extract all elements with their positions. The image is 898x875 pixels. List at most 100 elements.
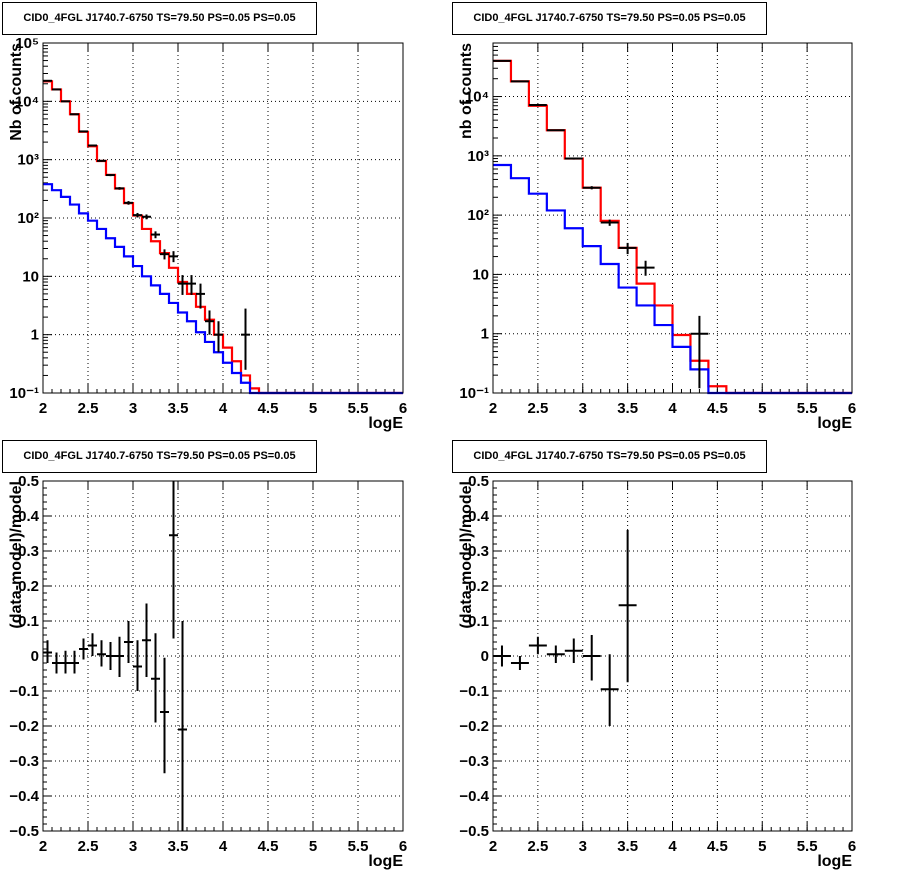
- data-point: [600, 654, 619, 726]
- plot-frame: [492, 480, 853, 832]
- x-tick-label: 3: [579, 838, 587, 855]
- data-point: [160, 657, 169, 774]
- data-point: [142, 603, 151, 677]
- y-tick-label: 10⁻¹: [459, 385, 489, 402]
- x-tick-label: 6: [848, 400, 856, 417]
- data-point: [690, 315, 709, 389]
- data-point: [205, 310, 214, 335]
- data-point: [178, 275, 187, 295]
- y-axis-label: (data-model)/model: [458, 481, 475, 629]
- data-point: [133, 212, 142, 218]
- y-tick-label: 0.2: [18, 578, 39, 595]
- data-point: [636, 260, 655, 276]
- y-axis-label: (data-model)/model: [8, 481, 25, 629]
- data-point: [79, 638, 88, 660]
- x-tick-label: 4.5: [258, 400, 279, 417]
- x-axis-label: logE: [368, 415, 403, 432]
- y-tick-label: −0.2: [9, 718, 39, 735]
- data-point: [70, 650, 79, 674]
- x-tick-label: 2: [39, 838, 47, 855]
- y-axis-label: nb of counts: [458, 43, 475, 139]
- data-point: [178, 621, 187, 831]
- plot-top-right: 2 2.5 3 3.5 4 4.5 5 5.5 6 10⁻¹ 1 10 10² 10³ 10⁴ logE nb …: [458, 42, 856, 432]
- data-point: [600, 219, 619, 226]
- data-point: [582, 635, 601, 681]
- data-point: [106, 173, 115, 177]
- data-point: [124, 201, 133, 205]
- chart-title-bottom-right: CID0_4FGL J1740.7-6750 TS=79.50 PS=0.05 …: [452, 440, 767, 473]
- y-tick-label: 0.4: [18, 508, 40, 525]
- y-tick-label: 10³: [17, 152, 39, 169]
- x-tick-label: 6: [399, 400, 407, 417]
- data-point: [88, 144, 97, 147]
- x-tick-label: 3.5: [617, 838, 638, 855]
- x-tick-label: 2: [489, 400, 497, 417]
- x-tick-label: 2.5: [527, 400, 548, 417]
- data-point: [43, 640, 52, 663]
- y-tick-label: 10²: [17, 210, 39, 227]
- chart-title-top-left: CID0_4FGL J1740.7-6750 TS=79.50 PS=0.05 …: [2, 2, 317, 35]
- data-point: [70, 113, 79, 116]
- data-point: [61, 650, 70, 674]
- data-point: [142, 214, 151, 220]
- y-tick-label: 0.1: [468, 613, 489, 630]
- x-tick-label: 3.5: [168, 838, 189, 855]
- plot-frame: [42, 480, 404, 832]
- data-point: [528, 636, 547, 655]
- data-point: [106, 642, 115, 670]
- data-point: [510, 80, 529, 83]
- y-tick-label: 0.3: [18, 543, 39, 560]
- data-point: [564, 157, 583, 160]
- x-tick-label: 4: [219, 400, 228, 417]
- y-tick-label: 0.5: [18, 473, 39, 490]
- y-axis-label: Nb of counts: [8, 43, 25, 141]
- y-tick-label: −0.4: [459, 788, 489, 805]
- data-point: [241, 308, 250, 370]
- y-tick-label: 10²: [467, 207, 489, 224]
- y-tick-label: 0.1: [18, 613, 39, 630]
- y-tick-label: 10⁵: [15, 35, 39, 52]
- data-point: [115, 636, 124, 677]
- x-tick-label: 4.5: [258, 838, 279, 855]
- data-point: [546, 645, 565, 663]
- data-point: [133, 640, 142, 691]
- data-point: [510, 656, 529, 670]
- data-point: [61, 100, 70, 103]
- data-point: [115, 187, 124, 190]
- y-tick-label: 10: [472, 266, 489, 283]
- y-tick-label: 0: [481, 648, 489, 665]
- x-tick-label: 4: [668, 838, 677, 855]
- data-point: [214, 321, 223, 353]
- data-point: [618, 242, 637, 255]
- y-tick-label: 0: [31, 648, 39, 665]
- data-point: [528, 104, 547, 107]
- chart-title-top-right: CID0_4FGL J1740.7-6750 TS=79.50 PS=0.05 …: [452, 2, 767, 35]
- y-tick-label: −0.1: [459, 683, 489, 700]
- x-tick-label: 3: [129, 400, 137, 417]
- data-point: [97, 640, 106, 667]
- data-point: [169, 481, 178, 639]
- plot-top-left: 2 2.5 3 3.5 4 4.5 5 5.5 6 10⁻¹ 1 10 10² 10³ 10⁴ 10⁵ logE…: [8, 35, 407, 432]
- y-tick-label: 10⁴: [15, 93, 39, 110]
- x-tick-label: 6: [399, 838, 407, 855]
- x-axis-label: logE: [817, 853, 852, 870]
- y-tick-label: 10: [22, 268, 39, 285]
- x-tick-label: 2.5: [527, 838, 548, 855]
- x-axis-label: logE: [368, 853, 403, 870]
- x-tick-label: 4.5: [707, 400, 728, 417]
- x-tick-label: 3: [579, 400, 587, 417]
- y-tick-label: −0.3: [9, 753, 39, 770]
- data-point: [124, 621, 133, 663]
- x-tick-label: 2.5: [78, 838, 99, 855]
- x-tick-label: 3.5: [168, 400, 189, 417]
- data-point: [169, 251, 178, 263]
- y-tick-label: −0.5: [9, 823, 39, 840]
- x-tick-label: 4.5: [707, 838, 728, 855]
- y-tick-label: 10⁴: [465, 89, 489, 106]
- y-tick-label: 1: [481, 326, 489, 343]
- x-tick-label: 4: [219, 838, 228, 855]
- data-point: [97, 159, 106, 162]
- y-tick-label: −0.5: [459, 823, 489, 840]
- x-tick-label: 5: [758, 838, 766, 855]
